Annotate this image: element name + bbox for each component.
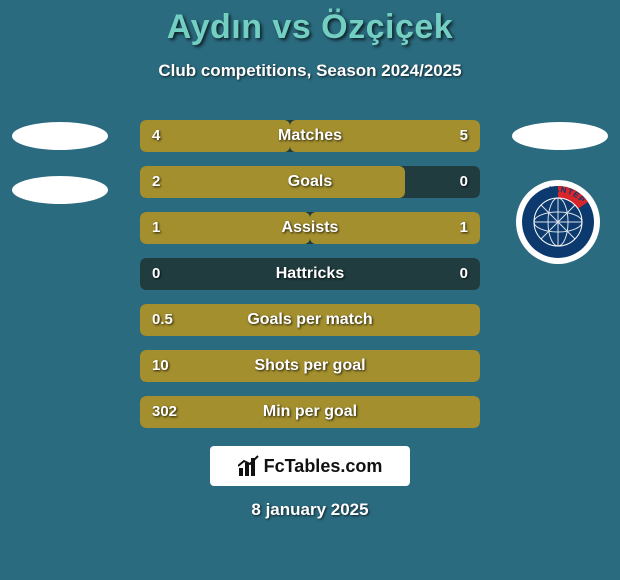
brand-label: FcTables.com: [264, 456, 383, 477]
right-player-badges: [512, 122, 608, 176]
comparison-infographic: Aydın vs Özçiçek Club competitions, Seas…: [0, 0, 620, 580]
stat-label: Goals: [140, 166, 480, 198]
stat-value-left: 0.5: [152, 304, 173, 336]
stat-label: Min per goal: [140, 396, 480, 428]
stat-label: Matches: [140, 120, 480, 152]
brand-badge: FcTables.com: [210, 446, 410, 486]
stat-row: Goals2 0: [140, 166, 480, 198]
stat-row: Min per goal302: [140, 396, 480, 428]
stat-value-right: 5: [460, 120, 468, 152]
stat-value-left: 302: [152, 396, 177, 428]
stat-row: Shots per goal10: [140, 350, 480, 382]
stat-label: Goals per match: [140, 304, 480, 336]
stat-value-left: 4: [152, 120, 160, 152]
brand-chart-icon: [238, 455, 260, 477]
stat-row: Goals per match0.5: [140, 304, 480, 336]
stat-label: Assists: [140, 212, 480, 244]
right-badge-1: [512, 122, 608, 150]
crest-icon: GAZİANTEP: [516, 180, 600, 264]
left-badge-2: [12, 176, 108, 204]
stat-label: Shots per goal: [140, 350, 480, 382]
page-subtitle: Club competitions, Season 2024/2025: [0, 61, 620, 81]
stat-value-right: 1: [460, 212, 468, 244]
stat-value-left: 0: [152, 258, 160, 290]
club-crest: GAZİANTEP: [516, 180, 600, 264]
stat-value-left: 2: [152, 166, 160, 198]
stat-row: Matches4 5: [140, 120, 480, 152]
left-player-badges: [12, 122, 108, 230]
stat-value-left: 10: [152, 350, 169, 382]
page-title: Aydın vs Özçiçek: [0, 0, 620, 47]
stat-row: Assists1 1: [140, 212, 480, 244]
left-badge-1: [12, 122, 108, 150]
stat-value-right: 0: [460, 166, 468, 198]
stats-list: Matches45Goals20Assists11Hattricks00Goal…: [140, 120, 480, 442]
footer-date: 8 january 2025: [0, 500, 620, 520]
stat-value-right: 0: [460, 258, 468, 290]
stat-label: Hattricks: [140, 258, 480, 290]
stat-row: Hattricks0 0: [140, 258, 480, 290]
stat-value-left: 1: [152, 212, 160, 244]
